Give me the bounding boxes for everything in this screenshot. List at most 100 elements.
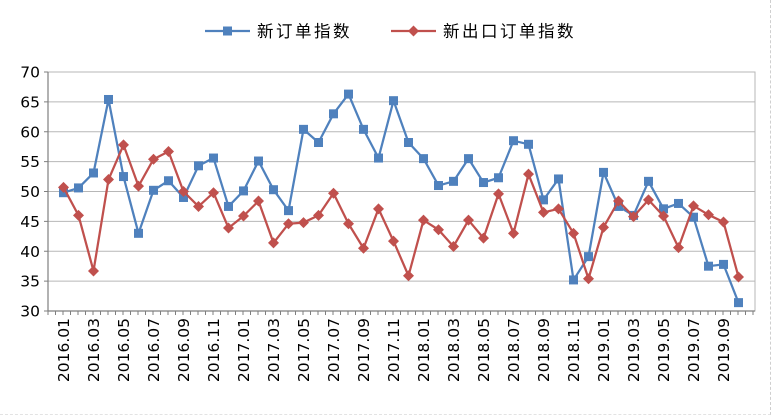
- svg-text:2017.11: 2017.11: [385, 318, 403, 382]
- data-point-marker: [403, 270, 414, 282]
- data-point-marker: [298, 217, 309, 229]
- data-point-marker: [358, 242, 369, 254]
- svg-text:2018.07: 2018.07: [505, 318, 523, 382]
- data-point-marker: [313, 209, 324, 221]
- svg-text:2017.01: 2017.01: [235, 318, 253, 382]
- data-point-marker: [553, 203, 564, 215]
- data-point-marker: [283, 218, 294, 230]
- data-point-marker: [643, 194, 654, 206]
- data-point-marker: [58, 181, 69, 193]
- svg-text:2017.05: 2017.05: [295, 318, 313, 382]
- data-point-marker: [314, 138, 323, 148]
- data-point-marker: [328, 187, 339, 199]
- data-point-marker: [164, 176, 173, 186]
- data-point-marker: [269, 185, 278, 195]
- svg-text:2017.09: 2017.09: [355, 318, 373, 382]
- svg-text:2017.07: 2017.07: [325, 318, 343, 382]
- data-point-marker: [674, 198, 683, 208]
- data-point-marker: [464, 154, 473, 164]
- data-point-marker: [523, 168, 534, 180]
- data-point-marker: [149, 185, 158, 195]
- data-point-marker: [224, 201, 233, 211]
- data-point-marker: [209, 153, 218, 163]
- svg-text:2016.05: 2016.05: [115, 318, 133, 382]
- data-point-marker: [343, 218, 354, 230]
- svg-text:2019.09: 2019.09: [715, 318, 733, 382]
- data-point-marker: [88, 265, 99, 277]
- data-point-marker: [718, 216, 729, 228]
- svg-text:2016.07: 2016.07: [145, 318, 163, 382]
- data-point-marker: [538, 206, 549, 218]
- svg-text:2019.01: 2019.01: [595, 318, 613, 382]
- data-point-marker: [628, 211, 639, 223]
- data-point-marker: [254, 156, 263, 166]
- svg-text:40: 40: [20, 243, 40, 261]
- data-point-marker: [733, 271, 744, 283]
- svg-text:2019.05: 2019.05: [655, 318, 673, 382]
- data-point-marker: [644, 176, 653, 186]
- legend-marker-square: [223, 26, 232, 36]
- svg-text:55: 55: [20, 153, 40, 171]
- svg-text:2016.03: 2016.03: [85, 318, 103, 382]
- data-point-marker: [509, 136, 518, 146]
- svg-text:60: 60: [20, 123, 40, 141]
- svg-text:2018.03: 2018.03: [445, 318, 463, 382]
- data-point-marker: [673, 242, 684, 254]
- data-point-marker: [449, 176, 458, 186]
- series-new-orders-index: [59, 89, 743, 308]
- legend-label: 新出口订单指数: [443, 22, 576, 41]
- data-point-marker: [253, 195, 264, 207]
- data-point-marker: [508, 227, 519, 239]
- data-point-marker: [134, 228, 143, 238]
- data-point-marker: [374, 153, 383, 163]
- data-point-marker: [659, 204, 668, 214]
- data-point-marker: [239, 186, 248, 196]
- data-point-marker: [178, 186, 189, 197]
- data-point-marker: [704, 261, 713, 271]
- svg-text:2016.09: 2016.09: [175, 318, 193, 382]
- svg-text:30: 30: [20, 303, 40, 321]
- data-point-marker: [119, 172, 128, 182]
- svg-text:35: 35: [20, 273, 40, 291]
- legend-marker-diamond: [408, 25, 419, 37]
- data-point-marker: [689, 212, 698, 222]
- data-point-marker: [73, 209, 84, 221]
- axis-ticks: [44, 71, 754, 315]
- data-point-marker: [658, 210, 669, 222]
- svg-text:2018.05: 2018.05: [475, 318, 493, 382]
- data-point-marker: [569, 275, 578, 285]
- data-point-marker: [359, 124, 368, 134]
- data-point-marker: [419, 154, 428, 164]
- data-point-marker: [494, 173, 503, 183]
- data-point-marker: [284, 206, 293, 216]
- data-point-marker: [703, 209, 714, 221]
- data-point-marker: [493, 188, 504, 200]
- data-point-marker: [598, 221, 609, 233]
- data-point-marker: [734, 298, 743, 308]
- data-point-marker: [74, 183, 83, 193]
- data-point-marker: [133, 180, 144, 192]
- y-axis-labels: 30 35 40 45 50 55 60 65 70: [20, 64, 40, 321]
- data-point-marker: [584, 252, 593, 262]
- legend-label: 新订单指数: [257, 22, 352, 41]
- data-point-marker: [568, 227, 579, 239]
- data-point-marker: [344, 89, 353, 99]
- svg-text:2016.11: 2016.11: [205, 318, 223, 382]
- data-point-marker: [688, 200, 699, 212]
- svg-text:2019.07: 2019.07: [685, 318, 703, 382]
- data-point-marker: [194, 161, 203, 171]
- data-point-marker: [554, 174, 563, 184]
- data-point-marker: [373, 203, 384, 215]
- data-point-marker: [208, 187, 219, 199]
- data-point-marker: [104, 94, 113, 104]
- data-point-marker: [118, 139, 129, 151]
- data-point-marker: [418, 214, 429, 226]
- data-point-marker: [433, 224, 444, 236]
- data-point-marker: [583, 273, 594, 285]
- data-point-marker: [479, 178, 488, 188]
- data-point-marker: [388, 235, 399, 247]
- data-point-marker: [463, 214, 474, 226]
- svg-text:2018.11: 2018.11: [565, 318, 583, 382]
- data-point-marker: [179, 192, 188, 202]
